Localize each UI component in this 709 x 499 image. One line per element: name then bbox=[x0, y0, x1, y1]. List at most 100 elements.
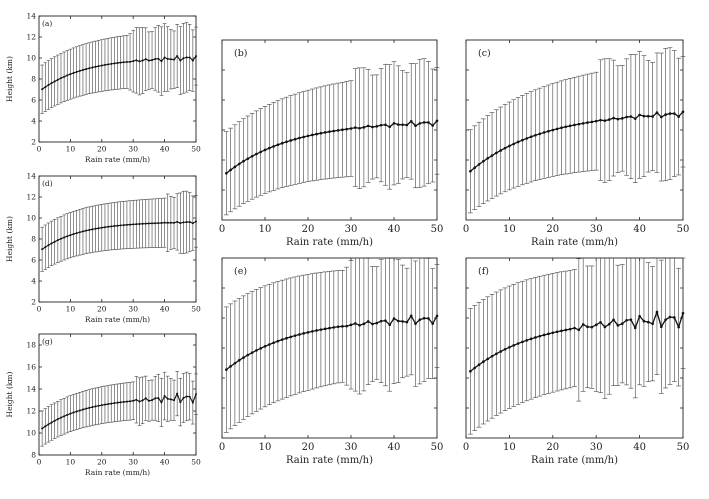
data-point-c bbox=[586, 121, 589, 124]
x-tick-label-e: 10 bbox=[259, 442, 272, 453]
data-point-b bbox=[392, 121, 396, 125]
x-tick-label-b: 0 bbox=[219, 224, 225, 235]
x-tick-label-g: 20 bbox=[97, 458, 107, 467]
data-point-e bbox=[354, 322, 357, 325]
data-point-f bbox=[633, 326, 637, 330]
data-point-e bbox=[409, 314, 413, 318]
data-point-a bbox=[78, 69, 81, 72]
data-point-a bbox=[151, 59, 154, 62]
data-point-b bbox=[246, 157, 250, 160]
data-point-d bbox=[119, 224, 122, 227]
data-point-b bbox=[354, 126, 357, 129]
data-point-d bbox=[113, 225, 116, 228]
data-point-e bbox=[422, 316, 426, 320]
data-point-f bbox=[616, 324, 620, 327]
data-point-a bbox=[50, 82, 53, 85]
data-point-a bbox=[119, 61, 122, 64]
panel-label-a: (a) bbox=[42, 19, 52, 28]
x-tick-label-f: 10 bbox=[503, 442, 516, 453]
data-point-f bbox=[529, 337, 533, 341]
data-point-e bbox=[306, 331, 310, 334]
data-point-c bbox=[660, 115, 663, 119]
data-point-a bbox=[75, 70, 78, 73]
data-point-c bbox=[482, 159, 485, 163]
data-point-e bbox=[298, 333, 301, 336]
data-point-a bbox=[94, 65, 97, 68]
panel-label-f: (f) bbox=[478, 266, 489, 277]
data-point-e bbox=[388, 323, 392, 327]
y-tick-label-a: 6 bbox=[31, 96, 36, 105]
data-point-a bbox=[100, 64, 103, 67]
data-point-f bbox=[469, 370, 472, 373]
data-point-a bbox=[47, 84, 50, 87]
data-point-a bbox=[129, 60, 132, 63]
y-tick-label-d: 4 bbox=[31, 277, 36, 286]
data-point-g bbox=[75, 410, 78, 413]
data-point-f bbox=[555, 330, 559, 334]
data-point-f bbox=[677, 325, 680, 329]
data-point-f bbox=[625, 318, 628, 322]
data-point-g bbox=[107, 403, 110, 406]
data-point-f bbox=[516, 342, 520, 345]
data-point-d bbox=[59, 237, 62, 240]
data-point-g bbox=[110, 402, 113, 405]
data-point-d bbox=[195, 220, 197, 223]
data-point-c bbox=[642, 114, 646, 118]
x-tick-label-b: 40 bbox=[388, 224, 401, 235]
mean-line-d bbox=[41, 220, 197, 250]
data-point-d bbox=[85, 229, 88, 232]
data-point-e bbox=[319, 328, 323, 331]
y-tick-label-d: 2 bbox=[31, 298, 36, 307]
data-point-c bbox=[568, 124, 572, 128]
x-axis-label-e: Rain rate (mm/h) bbox=[286, 455, 373, 466]
data-point-b bbox=[237, 162, 241, 166]
data-point-b bbox=[302, 135, 306, 139]
data-point-g bbox=[185, 395, 188, 398]
data-point-f bbox=[590, 325, 594, 329]
data-point-c bbox=[529, 135, 533, 139]
data-point-e bbox=[397, 319, 400, 323]
x-tick-label-d: 30 bbox=[128, 305, 138, 314]
data-point-b bbox=[298, 136, 301, 140]
data-point-e bbox=[323, 327, 327, 331]
data-point-g bbox=[100, 404, 103, 407]
data-point-e bbox=[229, 365, 232, 368]
data-point-e bbox=[250, 351, 254, 354]
data-point-f bbox=[525, 339, 529, 342]
data-point-c bbox=[542, 131, 546, 134]
data-point-c bbox=[469, 169, 472, 173]
panel-b: 0 10 20 30 40 50 Rain rate (mm/h) (b) bbox=[219, 39, 443, 248]
data-point-c bbox=[560, 126, 563, 130]
data-point-a bbox=[176, 54, 179, 57]
data-point-a bbox=[185, 56, 188, 59]
y-tick-label-g: 10 bbox=[26, 429, 36, 438]
x-axis-label-d: Rain rate (mm/h) bbox=[85, 315, 150, 324]
data-point-e bbox=[418, 318, 422, 322]
panel-label-g: (g) bbox=[42, 337, 53, 346]
data-point-f bbox=[629, 318, 633, 321]
panel-e: 0 10 20 30 40 50 Rain rate (mm/h) (e) bbox=[219, 257, 443, 466]
data-point-b bbox=[384, 123, 387, 127]
data-point-e bbox=[431, 322, 435, 325]
data-point-d bbox=[179, 222, 182, 225]
data-point-c bbox=[564, 125, 568, 129]
data-point-e bbox=[225, 368, 228, 371]
data-point-f bbox=[655, 310, 659, 314]
x-tick-label-e: 0 bbox=[219, 442, 225, 453]
data-point-g bbox=[85, 407, 88, 410]
data-point-g bbox=[129, 400, 132, 403]
data-point-f bbox=[638, 314, 641, 318]
data-point-b bbox=[341, 128, 344, 132]
panel-f: 0 10 20 30 40 50 Rain rate (mm/h) (f) bbox=[463, 257, 689, 466]
data-point-f bbox=[599, 321, 602, 324]
data-point-g bbox=[63, 415, 66, 418]
data-point-f bbox=[681, 311, 685, 315]
data-point-f bbox=[660, 325, 663, 329]
panel-label-b: (b) bbox=[234, 48, 248, 59]
data-point-b bbox=[431, 124, 435, 127]
x-tick-label-a: 50 bbox=[191, 145, 201, 154]
x-tick-label-g: 10 bbox=[66, 458, 76, 467]
data-point-c bbox=[551, 128, 555, 132]
data-point-a bbox=[41, 88, 44, 91]
data-point-c bbox=[629, 115, 633, 118]
